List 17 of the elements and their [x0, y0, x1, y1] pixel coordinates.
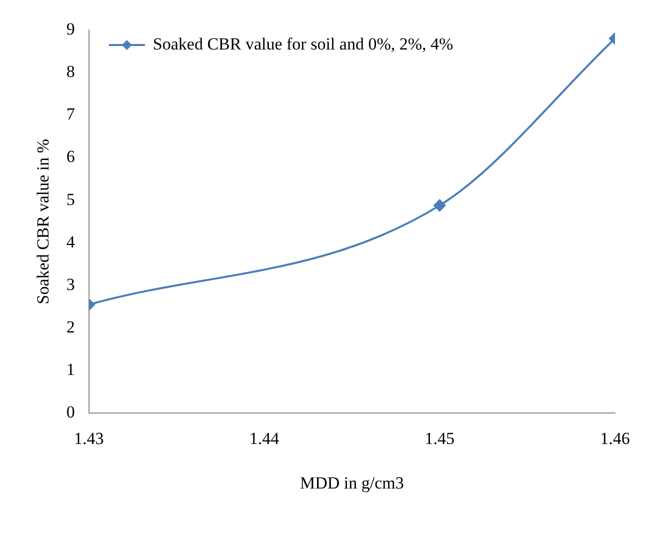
- y-tick-label: 3: [66, 274, 75, 294]
- x-tick-label: 1.45: [424, 428, 455, 448]
- y-tick-label: 4: [66, 232, 76, 252]
- x-tick-label: 1.44: [249, 428, 280, 448]
- y-tick-label: 7: [66, 104, 76, 124]
- y-tick-label: 6: [66, 147, 75, 166]
- x-axis-title: MDD in g/cm3: [300, 473, 404, 492]
- y-tick-label: 5: [66, 190, 75, 209]
- y-tick-label: 2: [66, 318, 75, 337]
- x-tick-label: 1.46: [600, 428, 630, 448]
- y-tick-label: 8: [66, 62, 75, 82]
- x-tick-label: 1.43: [74, 428, 104, 448]
- y-axis-title: Soaked CBR value in %: [34, 138, 53, 304]
- y-tick-label: 1: [66, 360, 75, 380]
- y-tick-label: 0: [66, 402, 75, 422]
- y-tick-label: 9: [66, 19, 75, 38]
- legend-label: Soaked CBR value for soil and 0%, 2%, 4%: [152, 34, 454, 54]
